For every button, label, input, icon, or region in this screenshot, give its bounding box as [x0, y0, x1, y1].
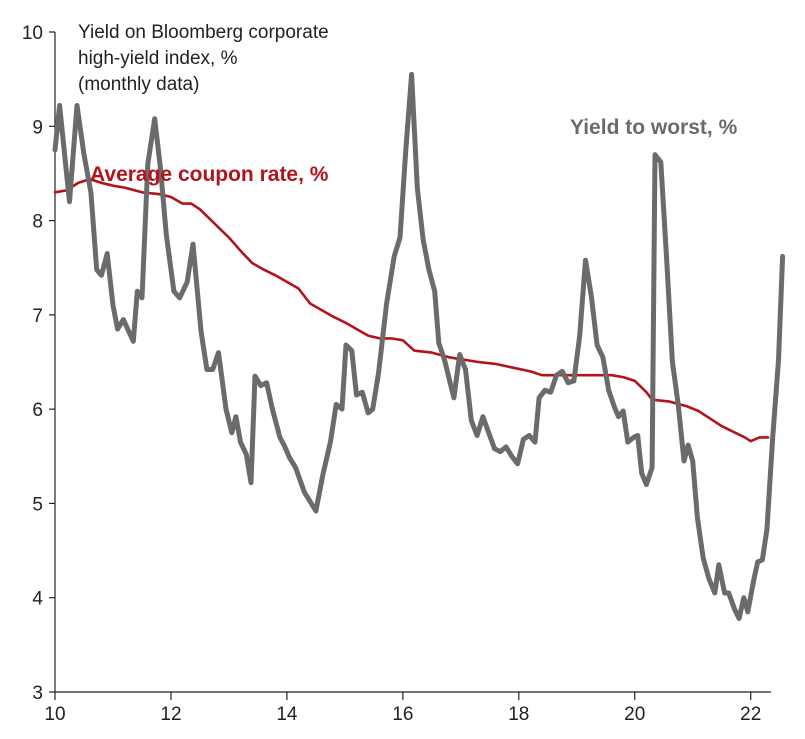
- x-tick-label: 20: [624, 704, 645, 725]
- y-tick-label: 5: [32, 494, 43, 515]
- y-tick-label: 3: [32, 683, 43, 704]
- chart-title-line-2: high-yield index, %: [78, 48, 238, 69]
- chart-title: Yield on Bloomberg corporate high-yield …: [78, 22, 329, 95]
- ytw-series-label: Yield to worst, %: [570, 116, 738, 139]
- axes: 3 4 5 6 7 8 9 10 10 12 14 16 18 20 22: [22, 23, 771, 725]
- series-layer: [52, 71, 786, 621]
- y-tick-label: 10: [22, 23, 43, 44]
- y-tick-label: 7: [32, 306, 43, 327]
- x-tick-label: 22: [740, 704, 761, 725]
- y-tick-label: 6: [32, 400, 43, 421]
- chart-title-line-3: (monthly data): [78, 74, 199, 95]
- coupon-series-label: Average coupon rate, %: [90, 163, 329, 186]
- x-tick-label: 12: [160, 704, 181, 725]
- yield-to-worst-series-line: [52, 71, 786, 621]
- y-tick-label: 8: [32, 212, 43, 233]
- chart-title-line-1: Yield on Bloomberg corporate: [78, 22, 329, 43]
- series-annotations: Average coupon rate, % Yield to worst, %: [90, 116, 738, 186]
- x-tick-label: 18: [508, 704, 529, 725]
- y-tick-label: 4: [32, 589, 43, 610]
- x-tick-label: 14: [276, 704, 298, 725]
- x-tick-label: 16: [392, 704, 413, 725]
- x-tick-label: 10: [44, 704, 65, 725]
- coupon-rate-series-line: [53, 177, 770, 443]
- y-tick-label: 9: [32, 117, 43, 138]
